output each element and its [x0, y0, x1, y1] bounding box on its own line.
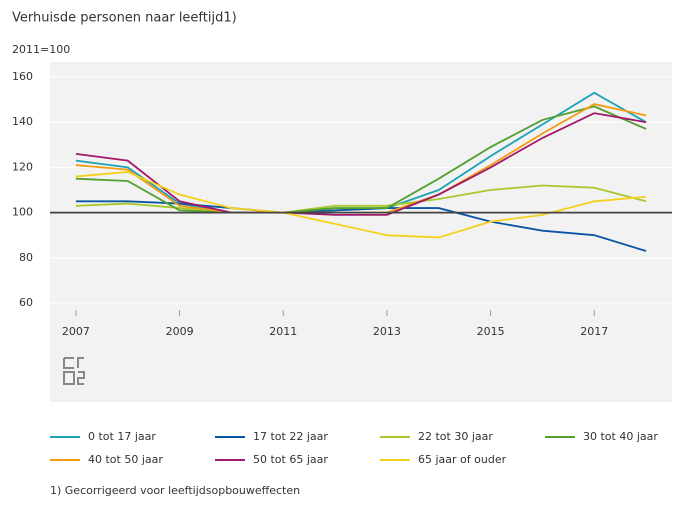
legend-label: 17 tot 22 jaar: [253, 430, 328, 443]
y-tick-label: 100: [12, 206, 33, 219]
y-tick-label: 160: [12, 70, 33, 83]
logo: [63, 357, 85, 385]
legend-label: 30 tot 40 jaar: [583, 430, 658, 443]
x-tick-label: 2007: [62, 325, 90, 338]
y-tick-label: 80: [19, 251, 33, 264]
chart-title: Verhuisde personen naar leeftijd1): [12, 11, 237, 26]
series-line: [75, 184, 647, 214]
x-tick-label: 2011: [269, 325, 297, 338]
y-tick-label: 60: [19, 296, 33, 309]
legend-label: 40 tot 50 jaar: [88, 453, 163, 466]
legend-label: 22 tot 30 jaar: [418, 430, 493, 443]
legend-label: 50 tot 65 jaar: [253, 453, 328, 466]
series-line: [75, 200, 647, 252]
series-line: [75, 112, 647, 216]
x-tick-label: 2015: [477, 325, 505, 338]
x-tick-label: 2017: [580, 325, 608, 338]
x-tick-label: 2013: [373, 325, 401, 338]
legend-label: 65 jaar of ouder: [418, 453, 507, 466]
y-tick-label: 120: [12, 160, 33, 173]
footnote: 1) Gecorrigeerd voor leeftijdsopbouweffe…: [50, 484, 300, 497]
x-tick-label: 2009: [166, 325, 194, 338]
y-axis-label: 2011=100: [12, 43, 70, 56]
y-tick-label: 140: [12, 115, 33, 128]
legend-label: 0 tot 17 jaar: [88, 430, 156, 443]
series-line: [75, 105, 647, 214]
